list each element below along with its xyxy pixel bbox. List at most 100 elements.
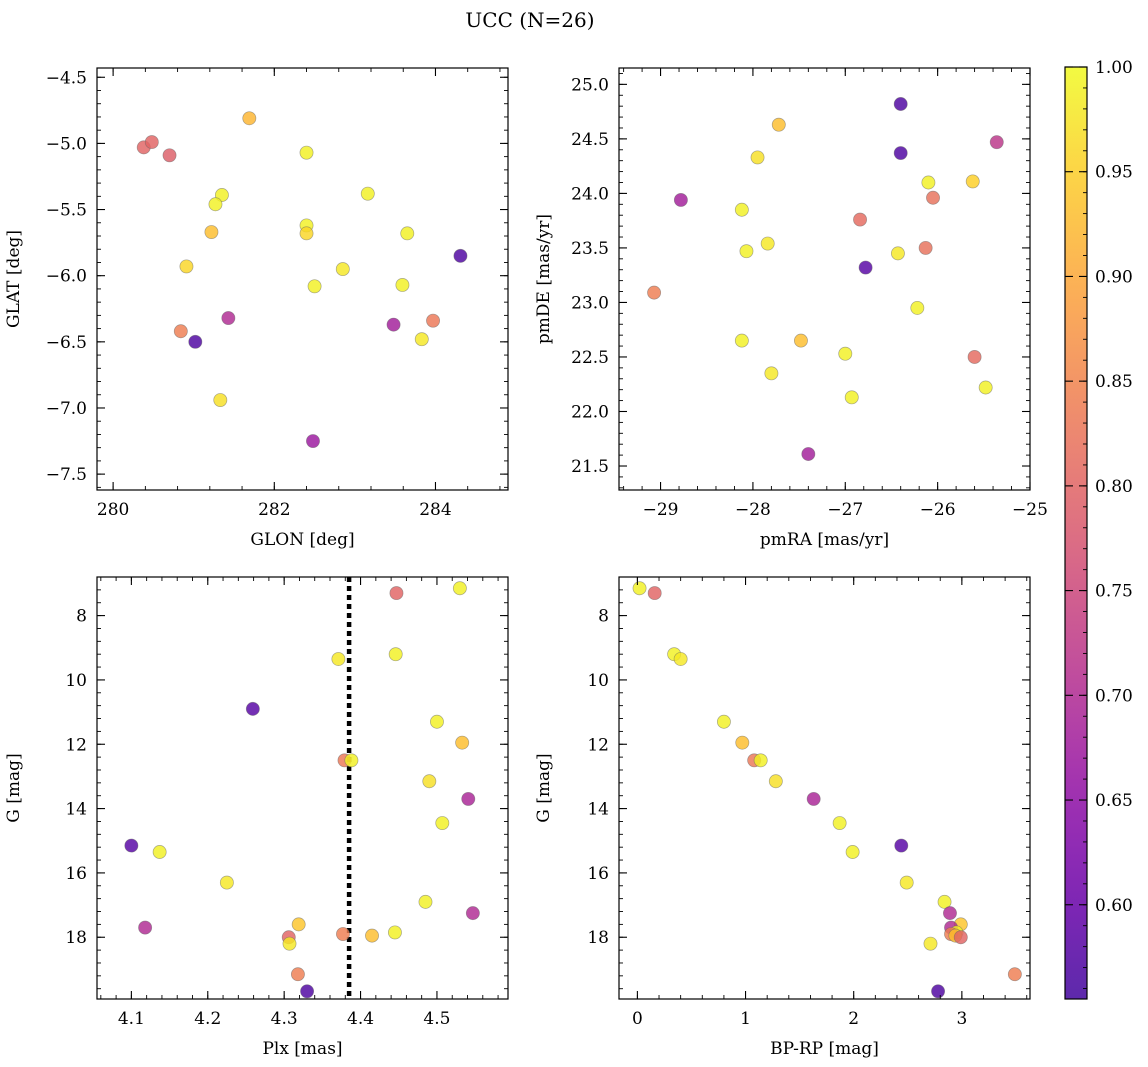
y-axis-label: GLAT [deg] xyxy=(4,230,24,328)
data-point-glon-glat-6 xyxy=(208,197,223,212)
data-point-glon-glat-24 xyxy=(306,434,320,449)
data-point-glon-glat-14 xyxy=(335,262,350,277)
x-tick-label: 4.5 xyxy=(423,1009,450,1029)
data-point-bprp-g-9 xyxy=(806,791,821,806)
data-point-plx-g-17 xyxy=(291,917,306,932)
scatter-points xyxy=(632,581,1022,999)
y-tick-label: 18 xyxy=(587,928,609,948)
x-tick-label: 2 xyxy=(848,1009,859,1029)
data-point-bprp-g-24 xyxy=(931,984,946,999)
axes-frame xyxy=(618,67,1031,491)
data-point-plx-g-19 xyxy=(387,925,402,940)
data-point-plx-g-16 xyxy=(465,906,480,921)
data-point-pmra-pmde-25 xyxy=(801,447,816,461)
x-axis-label: Plx [mas] xyxy=(262,1039,342,1059)
y-tick-label: −6.0 xyxy=(46,267,87,287)
y-axis-label: pmDE [mas/yr] xyxy=(534,214,554,344)
data-point-pmra-pmde-4 xyxy=(750,150,765,165)
x-tick-label: −25 xyxy=(1012,500,1048,520)
data-point-bprp-g-12 xyxy=(845,845,860,859)
y-axis-label: G [mag] xyxy=(534,753,554,822)
data-point-glon-glat-10 xyxy=(299,226,314,241)
y-tick-label: 16 xyxy=(587,864,609,884)
data-point-glon-glat-7 xyxy=(360,186,375,201)
data-point-glon-glat-20 xyxy=(173,324,188,339)
x-axis-label: GLON [deg] xyxy=(250,530,354,550)
subplot-glon-glat: 280 282 284 −7.5 −7.0 −6.5 −6.0 −5.5 −5.0 −4.5 GLO… xyxy=(4,67,509,550)
data-point-bprp-g-0 xyxy=(632,581,647,596)
data-point-pmra-pmde-5 xyxy=(921,175,936,190)
colorbar-tick-label: 0.85 xyxy=(1095,372,1133,392)
data-point-glon-glat-11 xyxy=(400,226,415,241)
data-point-glon-glat-4 xyxy=(299,145,314,160)
data-point-pmra-pmde-19 xyxy=(793,333,808,348)
data-point-pmra-pmde-9 xyxy=(734,202,749,217)
y-tick-label: −7.0 xyxy=(46,399,87,419)
data-point-plx-g-15 xyxy=(418,894,433,909)
ticks: −29 −28 −27 −26 −25 21.5 22.0 22.5 23.0 23.5 24.0 2… xyxy=(571,68,1048,520)
data-point-plx-g-21 xyxy=(365,928,379,943)
y-tick-label: −5.0 xyxy=(46,134,87,154)
data-point-pmra-pmde-15 xyxy=(858,260,873,275)
data-point-plx-g-18 xyxy=(138,920,153,935)
data-point-bprp-g-7 xyxy=(753,753,768,768)
subplot-pmra-pmde: −29 −28 −27 −26 −25 21.5 22.0 22.5 23.0 23.5 24.0 2… xyxy=(534,67,1048,550)
data-point-plx-g-25 xyxy=(300,984,315,999)
x-tick-label: −29 xyxy=(643,500,679,520)
data-point-plx-g-9 xyxy=(422,774,437,789)
data-point-glon-glat-13 xyxy=(179,259,194,274)
data-point-plx-g-4 xyxy=(245,701,260,716)
y-tick-label: 22.5 xyxy=(571,348,609,368)
data-point-glon-glat-16 xyxy=(395,278,410,292)
axes-frame xyxy=(96,67,509,491)
y-tick-label: 12 xyxy=(65,735,87,755)
data-point-pmra-pmde-17 xyxy=(910,300,925,315)
scatter-points xyxy=(124,581,480,999)
y-tick-label: 24.5 xyxy=(571,130,609,150)
data-point-bprp-g-3 xyxy=(673,652,688,666)
x-tick-label: 4.3 xyxy=(271,1009,298,1029)
data-point-plx-g-23 xyxy=(282,936,297,951)
data-point-plx-g-13 xyxy=(152,845,167,859)
colorbar-tick-label: 1.00 xyxy=(1095,58,1133,78)
y-tick-label: 10 xyxy=(587,671,609,691)
data-point-bprp-g-22 xyxy=(923,936,938,951)
subplot-plx-g: 4.1 4.2 4.3 4.4 4.5 8 10 12 14 16 18 Plx [mas] G [ma… xyxy=(4,576,509,1059)
y-tick-label: 23.5 xyxy=(571,239,609,259)
y-tick-label: 22.0 xyxy=(571,402,609,422)
scatter-points xyxy=(136,111,468,449)
data-point-bprp-g-8 xyxy=(768,774,783,789)
y-axis-label: G [mag] xyxy=(4,753,24,822)
x-tick-label: 4.2 xyxy=(194,1009,221,1029)
data-point-pmra-pmde-23 xyxy=(978,380,993,395)
data-point-pmra-pmde-18 xyxy=(734,333,749,348)
colorbar-gradient xyxy=(1064,66,1088,1000)
data-point-pmra-pmde-10 xyxy=(853,212,868,227)
colorbar-tick-label: 0.90 xyxy=(1095,267,1133,287)
data-point-glon-glat-19 xyxy=(426,313,441,328)
ticks: 4.1 4.2 4.3 4.4 4.5 8 10 12 14 16 18 xyxy=(65,576,508,1029)
x-axis-label: BP-RP [mag] xyxy=(770,1039,879,1059)
data-point-plx-g-24 xyxy=(290,967,305,982)
y-tick-label: 16 xyxy=(65,864,87,884)
x-tick-label: −26 xyxy=(920,500,956,520)
data-point-pmra-pmde-24 xyxy=(844,390,859,405)
data-point-glon-glat-18 xyxy=(386,317,401,332)
data-point-plx-g-11 xyxy=(435,816,450,831)
data-point-glon-glat-3 xyxy=(242,111,257,126)
x-tick-label: 280 xyxy=(97,500,129,520)
data-point-pmra-pmde-12 xyxy=(918,240,933,255)
data-point-pmra-pmde-13 xyxy=(739,244,754,259)
colorbar-tick-label: 0.65 xyxy=(1095,791,1133,811)
x-tick-label: 4.1 xyxy=(118,1009,145,1029)
data-point-glon-glat-21 xyxy=(188,334,203,349)
y-tick-label: 14 xyxy=(65,800,87,820)
x-tick-label: 1 xyxy=(740,1009,751,1029)
data-point-bprp-g-4 xyxy=(716,714,731,729)
y-tick-label: 10 xyxy=(65,671,87,691)
data-point-pmra-pmde-11 xyxy=(760,236,775,251)
data-point-plx-g-1 xyxy=(389,586,404,601)
y-tick-label: 24.0 xyxy=(571,184,609,204)
